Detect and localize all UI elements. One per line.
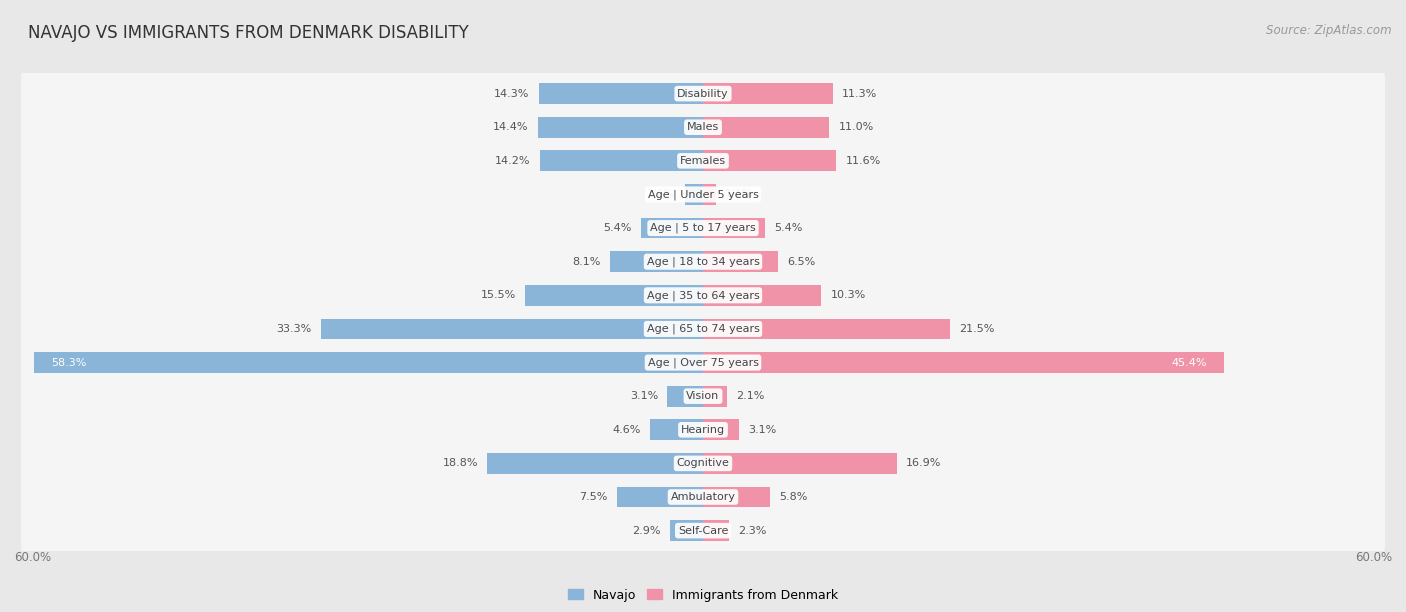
Bar: [650, 419, 703, 440]
Text: 33.3%: 33.3%: [276, 324, 312, 334]
Text: Age | Over 75 years: Age | Over 75 years: [648, 357, 758, 368]
Bar: [486, 453, 703, 474]
Bar: [703, 285, 821, 306]
Bar: [703, 83, 832, 104]
Text: 5.8%: 5.8%: [779, 492, 807, 502]
Text: 5.4%: 5.4%: [603, 223, 631, 233]
Text: Females: Females: [681, 156, 725, 166]
Text: 8.1%: 8.1%: [572, 256, 600, 267]
Bar: [703, 419, 738, 440]
Text: Age | 35 to 64 years: Age | 35 to 64 years: [647, 290, 759, 300]
Bar: [669, 520, 703, 541]
Text: 1.6%: 1.6%: [647, 190, 675, 200]
Bar: [668, 386, 703, 406]
FancyBboxPatch shape: [21, 272, 1385, 319]
Text: 3.1%: 3.1%: [748, 425, 776, 435]
Text: 60.0%: 60.0%: [14, 551, 51, 564]
Text: Age | 18 to 34 years: Age | 18 to 34 years: [647, 256, 759, 267]
Bar: [703, 487, 769, 507]
Bar: [685, 184, 703, 205]
Bar: [537, 117, 703, 138]
Bar: [538, 83, 703, 104]
Bar: [703, 117, 830, 138]
Text: 10.3%: 10.3%: [831, 290, 866, 300]
Text: 7.5%: 7.5%: [579, 492, 607, 502]
Text: 15.5%: 15.5%: [481, 290, 516, 300]
FancyBboxPatch shape: [21, 70, 1385, 118]
Bar: [641, 218, 703, 239]
Bar: [703, 218, 765, 239]
Text: 6.5%: 6.5%: [787, 256, 815, 267]
Text: 1.1%: 1.1%: [725, 190, 754, 200]
Text: NAVAJO VS IMMIGRANTS FROM DENMARK DISABILITY: NAVAJO VS IMMIGRANTS FROM DENMARK DISABI…: [28, 24, 468, 42]
Text: 21.5%: 21.5%: [959, 324, 994, 334]
Text: 11.3%: 11.3%: [842, 89, 877, 99]
FancyBboxPatch shape: [21, 305, 1385, 353]
Legend: Navajo, Immigrants from Denmark: Navajo, Immigrants from Denmark: [564, 584, 842, 606]
FancyBboxPatch shape: [21, 406, 1385, 453]
Text: 2.1%: 2.1%: [737, 391, 765, 401]
Text: 58.3%: 58.3%: [51, 357, 86, 368]
Text: Source: ZipAtlas.com: Source: ZipAtlas.com: [1267, 24, 1392, 37]
Bar: [610, 252, 703, 272]
Text: 2.3%: 2.3%: [738, 526, 766, 536]
Text: 5.4%: 5.4%: [775, 223, 803, 233]
Bar: [703, 453, 897, 474]
Text: 2.9%: 2.9%: [633, 526, 661, 536]
Text: 3.1%: 3.1%: [630, 391, 658, 401]
Bar: [703, 184, 716, 205]
Bar: [703, 352, 1225, 373]
Bar: [703, 252, 778, 272]
FancyBboxPatch shape: [21, 439, 1385, 487]
Text: 4.6%: 4.6%: [613, 425, 641, 435]
Bar: [34, 352, 703, 373]
Text: Ambulatory: Ambulatory: [671, 492, 735, 502]
FancyBboxPatch shape: [21, 473, 1385, 521]
Bar: [524, 285, 703, 306]
FancyBboxPatch shape: [21, 507, 1385, 554]
Text: 11.6%: 11.6%: [845, 156, 880, 166]
Text: 11.0%: 11.0%: [838, 122, 873, 132]
Text: 14.4%: 14.4%: [494, 122, 529, 132]
Bar: [703, 386, 727, 406]
Bar: [617, 487, 703, 507]
Text: 14.3%: 14.3%: [495, 89, 530, 99]
FancyBboxPatch shape: [21, 103, 1385, 151]
Text: 14.2%: 14.2%: [495, 156, 531, 166]
Bar: [703, 151, 837, 171]
Text: Self-Care: Self-Care: [678, 526, 728, 536]
FancyBboxPatch shape: [21, 238, 1385, 286]
FancyBboxPatch shape: [21, 204, 1385, 252]
Text: Age | 5 to 17 years: Age | 5 to 17 years: [650, 223, 756, 233]
Text: Males: Males: [688, 122, 718, 132]
Text: Cognitive: Cognitive: [676, 458, 730, 468]
Text: Hearing: Hearing: [681, 425, 725, 435]
Text: 16.9%: 16.9%: [907, 458, 942, 468]
FancyBboxPatch shape: [21, 338, 1385, 386]
Bar: [321, 318, 703, 339]
Text: 45.4%: 45.4%: [1171, 357, 1208, 368]
Text: Age | 65 to 74 years: Age | 65 to 74 years: [647, 324, 759, 334]
Bar: [703, 318, 950, 339]
FancyBboxPatch shape: [21, 137, 1385, 185]
Text: 60.0%: 60.0%: [1355, 551, 1392, 564]
Bar: [540, 151, 703, 171]
Text: Vision: Vision: [686, 391, 720, 401]
Text: Disability: Disability: [678, 89, 728, 99]
FancyBboxPatch shape: [21, 171, 1385, 218]
Text: 18.8%: 18.8%: [443, 458, 478, 468]
Bar: [703, 520, 730, 541]
Text: Age | Under 5 years: Age | Under 5 years: [648, 189, 758, 200]
FancyBboxPatch shape: [21, 372, 1385, 420]
